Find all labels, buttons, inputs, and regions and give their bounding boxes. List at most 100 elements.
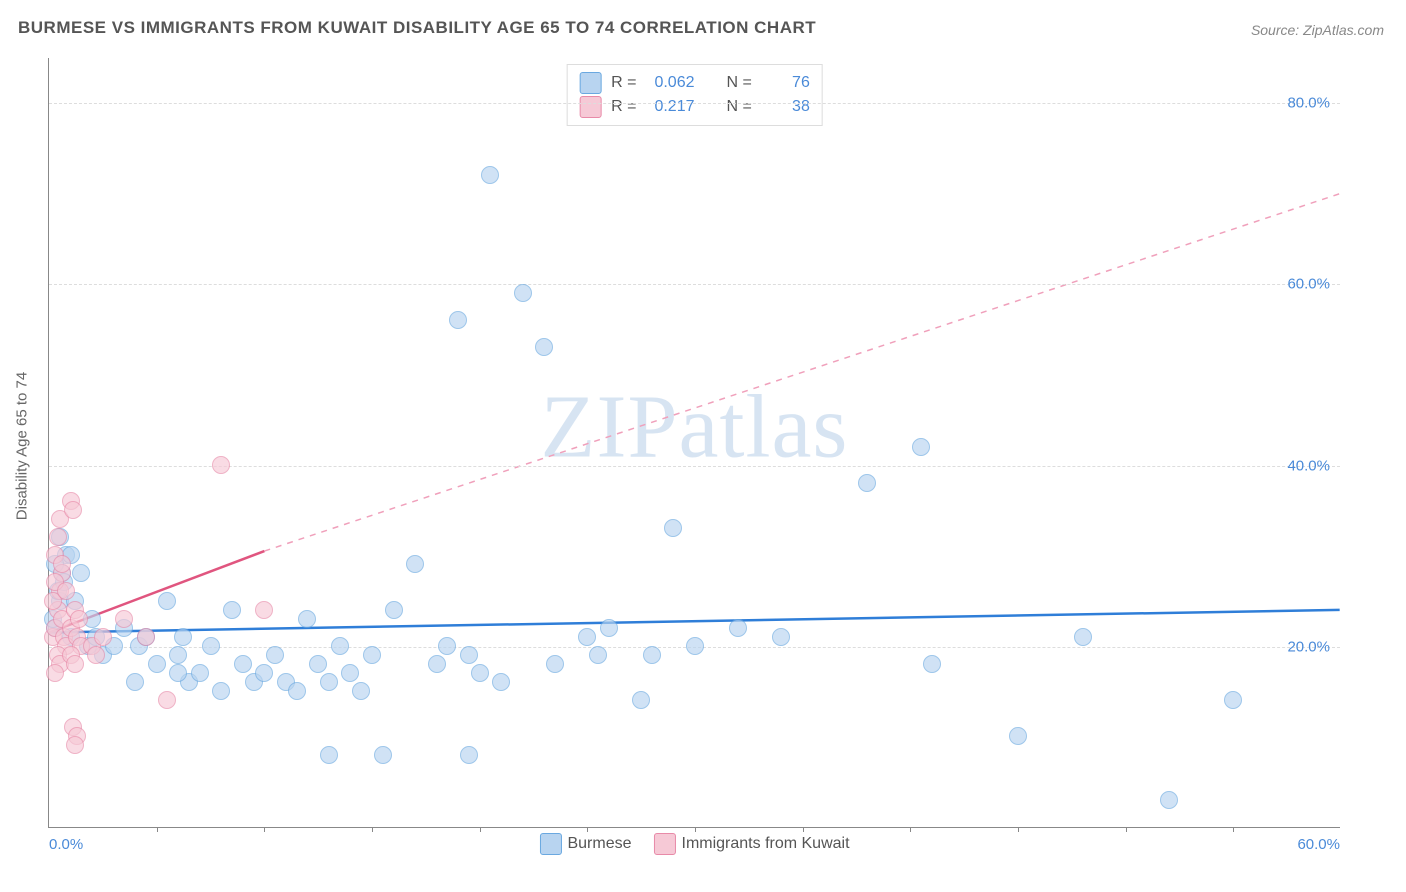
data-point: [481, 166, 499, 184]
data-point: [535, 338, 553, 356]
data-point: [70, 610, 88, 628]
data-point: [363, 646, 381, 664]
n-value: 38: [762, 95, 810, 119]
data-point: [686, 637, 704, 655]
legend-swatch: [579, 72, 601, 94]
data-point: [137, 628, 155, 646]
r-label: R =: [611, 95, 636, 119]
data-point: [1160, 791, 1178, 809]
n-label: N =: [727, 71, 752, 95]
data-point: [202, 637, 220, 655]
legend-label: Burmese: [567, 835, 631, 852]
r-label: R =: [611, 71, 636, 95]
data-point: [174, 628, 192, 646]
data-point: [94, 628, 112, 646]
y-axis-title: Disability Age 65 to 74: [14, 372, 31, 520]
x-minor-tick: [910, 827, 911, 832]
x-minor-tick: [480, 827, 481, 832]
trend-line: [264, 194, 1339, 551]
data-point: [320, 673, 338, 691]
x-minor-tick: [372, 827, 373, 832]
data-point: [772, 628, 790, 646]
trend-lines-svg: [49, 58, 1340, 827]
data-point: [46, 664, 64, 682]
x-tick-label: 60.0%: [1297, 836, 1340, 853]
data-point: [643, 646, 661, 664]
x-minor-tick: [264, 827, 265, 832]
legend-swatch: [579, 96, 601, 118]
x-minor-tick: [1233, 827, 1234, 832]
data-point: [600, 619, 618, 637]
x-tick-label: 0.0%: [49, 836, 83, 853]
data-point: [664, 519, 682, 537]
data-point: [406, 555, 424, 573]
data-point: [169, 646, 187, 664]
data-point: [1074, 628, 1092, 646]
data-point: [57, 582, 75, 600]
legend-label: Immigrants from Kuwait: [681, 835, 849, 852]
data-point: [148, 655, 166, 673]
legend-stats: R = 0.062 N = 76 R = 0.217 N = 38: [566, 64, 823, 126]
data-point: [546, 655, 564, 673]
watermark: ZIPatlas: [541, 376, 849, 479]
data-point: [1009, 727, 1027, 745]
data-point: [298, 610, 316, 628]
source-attribution: Source: ZipAtlas.com: [1251, 22, 1384, 38]
data-point: [158, 691, 176, 709]
y-tick-label: 20.0%: [1287, 638, 1330, 655]
chart-title: BURMESE VS IMMIGRANTS FROM KUWAIT DISABI…: [18, 18, 816, 38]
data-point: [288, 682, 306, 700]
legend-series: Burmese Immigrants from Kuwait: [539, 833, 849, 855]
data-point: [923, 655, 941, 673]
data-point: [385, 601, 403, 619]
data-point: [72, 564, 90, 582]
n-label: N =: [727, 95, 752, 119]
trend-line: [49, 610, 1339, 633]
data-point: [255, 601, 273, 619]
x-minor-tick: [1018, 827, 1019, 832]
y-tick-label: 60.0%: [1287, 276, 1330, 293]
data-point: [66, 655, 84, 673]
x-minor-tick: [1126, 827, 1127, 832]
data-point: [115, 610, 133, 628]
data-point: [729, 619, 747, 637]
data-point: [66, 736, 84, 754]
data-point: [514, 284, 532, 302]
data-point: [234, 655, 252, 673]
x-minor-tick: [587, 827, 588, 832]
data-point: [158, 592, 176, 610]
data-point: [223, 601, 241, 619]
data-point: [309, 655, 327, 673]
data-point: [53, 555, 71, 573]
x-minor-tick: [803, 827, 804, 832]
data-point: [460, 746, 478, 764]
data-point: [492, 673, 510, 691]
r-value: 0.062: [647, 71, 695, 95]
data-point: [578, 628, 596, 646]
legend-item: Burmese: [539, 833, 631, 855]
data-point: [255, 664, 273, 682]
data-point: [460, 646, 478, 664]
r-value: 0.217: [647, 95, 695, 119]
data-point: [632, 691, 650, 709]
data-point: [87, 646, 105, 664]
legend-stat-row: R = 0.217 N = 38: [579, 95, 810, 119]
data-point: [374, 746, 392, 764]
grid-line-h: [49, 284, 1340, 285]
n-value: 76: [762, 71, 810, 95]
data-point: [438, 637, 456, 655]
plot-area: ZIPatlas R =0.062N =76R =0.217N =38 Burm…: [48, 58, 1340, 828]
data-point: [331, 637, 349, 655]
data-point: [1224, 691, 1242, 709]
data-point: [212, 682, 230, 700]
legend-swatch: [539, 833, 561, 855]
x-minor-tick: [157, 827, 158, 832]
legend-stat-row: R = 0.062 N = 76: [579, 71, 810, 95]
data-point: [449, 311, 467, 329]
data-point: [589, 646, 607, 664]
data-point: [191, 664, 209, 682]
data-point: [126, 673, 144, 691]
data-point: [471, 664, 489, 682]
x-minor-tick: [695, 827, 696, 832]
data-point: [49, 528, 67, 546]
